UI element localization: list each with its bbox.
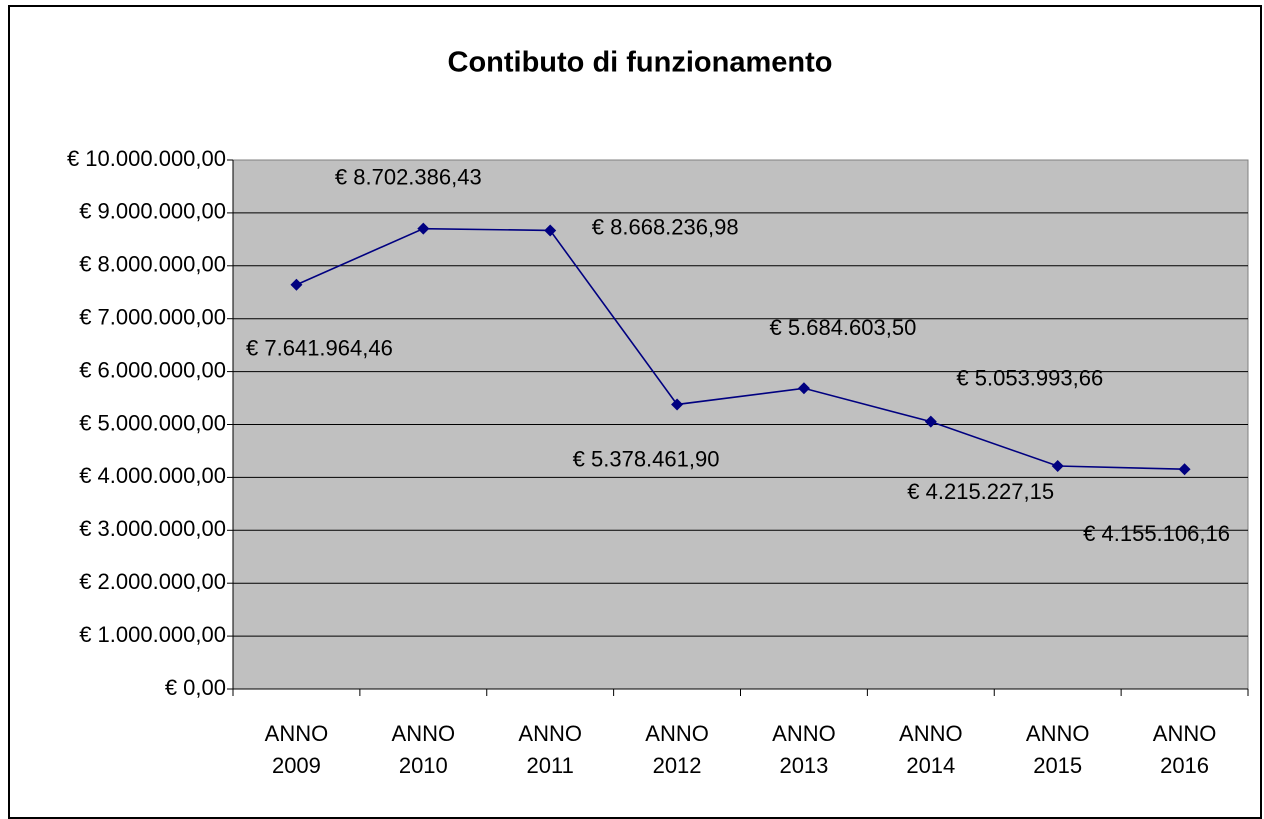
y-tick-label: € 2.000.000,00 [79, 569, 226, 594]
y-tick-label: € 9.000.000,00 [79, 199, 226, 224]
data-label: € 4.155.106,16 [1083, 521, 1230, 546]
x-tick-label: ANNO 2010 [391, 721, 456, 778]
data-marker [544, 224, 557, 237]
y-tick-label: € 5.000.000,00 [79, 410, 226, 435]
data-label: € 8.668.236,98 [592, 214, 739, 239]
y-tick-label: € 0,00 [165, 675, 226, 700]
data-marker [1178, 463, 1191, 476]
y-tick-label: € 10.000.000,00 [67, 146, 226, 171]
y-tick-label: € 1.000.000,00 [79, 622, 226, 647]
y-tick-label: € 4.000.000,00 [79, 463, 226, 488]
data-marker [1051, 460, 1064, 473]
data-label: € 8.702.386,43 [335, 164, 482, 189]
data-marker [417, 222, 430, 235]
x-tick-label: ANNO 2014 [899, 721, 963, 778]
x-tick-label: ANNO 2015 [1025, 721, 1090, 778]
data-label: € 7.641.964,46 [246, 336, 393, 361]
x-tick-label: ANNO 2013 [772, 721, 836, 778]
y-tick-label: € 8.000.000,00 [79, 252, 226, 277]
data-marker [924, 415, 937, 428]
data-marker [797, 382, 810, 395]
data-label: € 5.053.993,66 [956, 365, 1103, 390]
data-marker [671, 398, 684, 411]
x-tick-label: ANNO 2009 [264, 721, 329, 778]
data-label: € 4.215.227,15 [907, 479, 1054, 504]
y-tick-label: € 6.000.000,00 [79, 357, 226, 382]
y-tick-label: € 7.000.000,00 [79, 305, 226, 330]
data-label: € 5.378.461,90 [573, 446, 720, 471]
data-marker [290, 278, 303, 291]
data-line [296, 227, 1185, 470]
x-tick-label: ANNO 2016 [1152, 721, 1217, 778]
data-label: € 5.684.603,50 [770, 315, 917, 340]
y-tick-label: € 3.000.000,00 [79, 516, 226, 541]
chart-title: Contibuto di funzionamento [448, 47, 833, 79]
x-tick-label: ANNO 2011 [518, 721, 582, 778]
x-tick-label: ANNO 2012 [645, 721, 709, 778]
